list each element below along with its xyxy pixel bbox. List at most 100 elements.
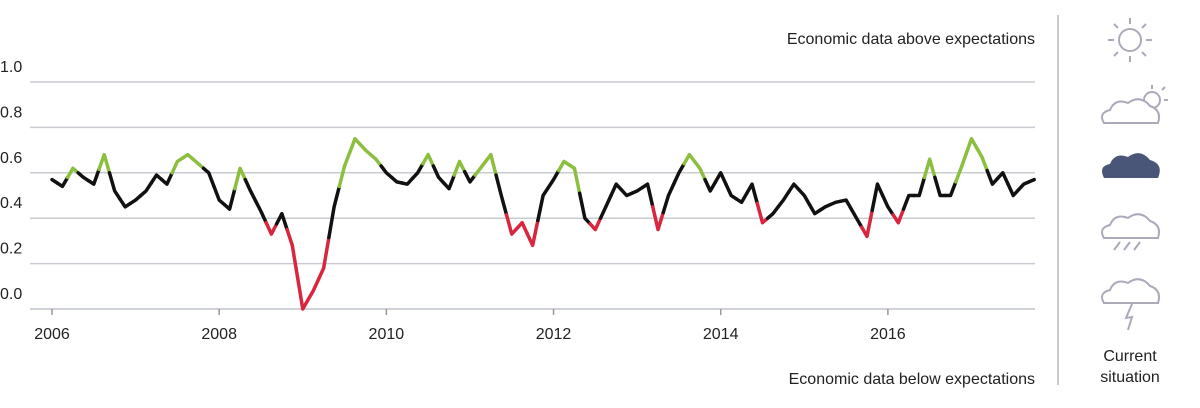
line-segment bbox=[880, 193, 895, 217]
line-segment bbox=[358, 142, 373, 157]
line-segment bbox=[400, 176, 415, 186]
line-segment bbox=[567, 163, 582, 195]
line-segment bbox=[233, 166, 248, 191]
line-segment bbox=[1006, 182, 1021, 198]
line-segment bbox=[661, 182, 676, 215]
line-segment bbox=[588, 216, 603, 232]
line-segment bbox=[201, 166, 216, 189]
line-segment bbox=[65, 166, 80, 180]
line-segment bbox=[107, 171, 122, 201]
annotation-above: Economic data above expectations bbox=[787, 31, 1035, 48]
line-segment bbox=[389, 175, 404, 185]
line-segment bbox=[943, 180, 958, 198]
line-segment bbox=[912, 175, 927, 198]
line-segment bbox=[473, 159, 488, 177]
current-situation-label: Current situation bbox=[1100, 348, 1160, 386]
line-segment bbox=[995, 171, 1010, 186]
line-segment bbox=[274, 211, 289, 232]
line-segment bbox=[264, 220, 279, 236]
annotation-below: Economic data below expectations bbox=[789, 371, 1035, 388]
line-segment bbox=[713, 171, 728, 186]
line-segment bbox=[327, 184, 342, 240]
line-segment bbox=[379, 164, 394, 180]
line-segment bbox=[525, 218, 540, 248]
line-segment bbox=[285, 227, 300, 279]
x-tick-label: 2012 bbox=[536, 326, 572, 343]
line-segment bbox=[818, 202, 833, 213]
y-tick-label: 1.0 bbox=[0, 59, 22, 76]
x-tick-label: 2006 bbox=[34, 326, 70, 343]
line-segment bbox=[598, 193, 613, 220]
line-segment bbox=[295, 275, 310, 311]
icon-storm-cloud bbox=[1101, 278, 1160, 331]
line-segment bbox=[191, 157, 206, 171]
line-segment bbox=[243, 177, 258, 203]
line-segment bbox=[724, 182, 739, 201]
line-segment bbox=[577, 191, 592, 226]
line-segment bbox=[839, 198, 854, 211]
line-segment bbox=[494, 173, 509, 217]
line-segment bbox=[55, 175, 70, 189]
line-segment bbox=[462, 169, 477, 184]
x-tick-label: 2010 bbox=[369, 326, 405, 343]
line-segment bbox=[442, 173, 457, 191]
line-segment bbox=[504, 213, 519, 236]
line-segment bbox=[860, 208, 874, 239]
y-tick-label: 0.0 bbox=[0, 286, 22, 303]
line-segment bbox=[640, 182, 655, 209]
line-segment bbox=[933, 175, 948, 198]
line-segment bbox=[180, 152, 195, 161]
line-segment bbox=[745, 182, 760, 206]
line-segment bbox=[786, 182, 801, 194]
line-segment bbox=[870, 182, 885, 213]
line-segment bbox=[609, 182, 624, 198]
line-segment bbox=[128, 193, 143, 206]
line-segment bbox=[776, 190, 791, 209]
line-segment bbox=[431, 164, 446, 185]
line-segment bbox=[536, 185, 551, 223]
y-tick-label: 0.2 bbox=[0, 241, 22, 258]
line-segment bbox=[557, 159, 571, 173]
line-segment bbox=[671, 161, 686, 186]
line-segment bbox=[253, 199, 268, 225]
line-segment bbox=[337, 150, 352, 189]
line-segment bbox=[703, 177, 718, 193]
line-segment bbox=[692, 159, 707, 182]
icon-cloud bbox=[1102, 153, 1160, 178]
line-segment bbox=[964, 137, 979, 156]
line-segment bbox=[368, 152, 383, 168]
y-tick-label: 0.6 bbox=[0, 150, 22, 167]
line-segment bbox=[849, 207, 864, 230]
line-segment bbox=[734, 191, 749, 205]
line-segment bbox=[901, 193, 916, 211]
x-tick-label: 2016 bbox=[870, 326, 906, 343]
line-segment bbox=[755, 201, 770, 225]
line-segment bbox=[139, 181, 154, 198]
line-segment bbox=[974, 146, 989, 173]
x-tick-label: 2014 bbox=[703, 326, 739, 343]
y-tick-label: 0.4 bbox=[0, 195, 22, 212]
line-segment bbox=[410, 161, 425, 181]
line-segment bbox=[651, 205, 665, 232]
line-segment bbox=[630, 185, 645, 195]
line-segment bbox=[76, 171, 91, 183]
line-segment bbox=[1016, 180, 1031, 192]
line-segment bbox=[682, 152, 697, 166]
icon-rain-cloud bbox=[1101, 213, 1160, 251]
line-segment bbox=[149, 173, 164, 185]
line-segment bbox=[118, 197, 133, 209]
x-tick-label: 2008 bbox=[201, 326, 237, 343]
line-segment bbox=[985, 168, 1000, 186]
line-segment bbox=[170, 156, 185, 175]
line-segment bbox=[619, 188, 634, 198]
line-segment bbox=[515, 220, 530, 236]
line-segment bbox=[1027, 177, 1036, 184]
line-segment bbox=[954, 151, 968, 184]
line-segment bbox=[765, 205, 780, 220]
line-segment bbox=[306, 277, 321, 302]
y-tick-label: 0.8 bbox=[0, 104, 22, 121]
line-segment bbox=[212, 184, 227, 207]
line-segment bbox=[452, 159, 467, 177]
